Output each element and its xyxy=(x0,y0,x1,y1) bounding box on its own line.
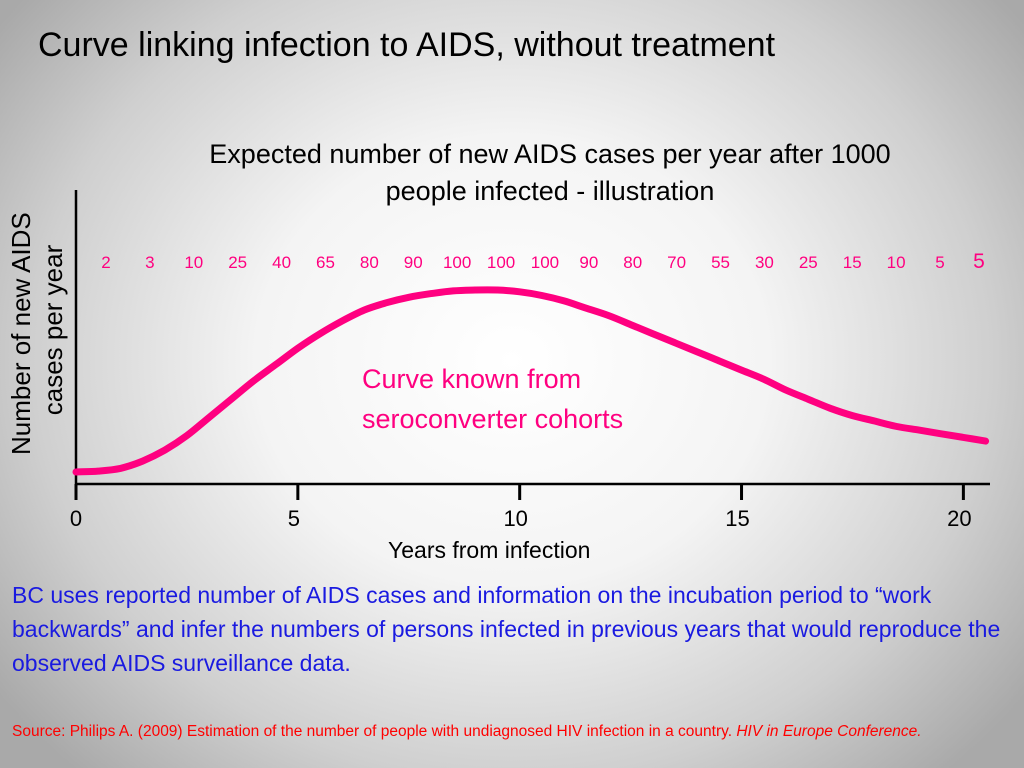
x-tick-label: 0 xyxy=(70,506,82,531)
year-value-label: 100 xyxy=(531,253,559,272)
x-tick-labels: 0 5 10 15 20 xyxy=(70,506,972,531)
year-value-label: 80 xyxy=(623,253,642,272)
year-value-label: 90 xyxy=(579,253,598,272)
source-text: Source: Philips A. (2009) Estimation of … xyxy=(12,723,737,740)
chart-title-line-1: Expected number of new AIDS cases per ye… xyxy=(209,139,891,169)
year-value-label: 15 xyxy=(843,253,862,272)
curve-annotation-line-1: Curve known from xyxy=(362,364,581,394)
y-axis-label: Number of new AIDS cases per year xyxy=(6,205,68,455)
year-value-label: 70 xyxy=(667,253,686,272)
year-value-label: 100 xyxy=(487,253,515,272)
year-value-label: 25 xyxy=(799,253,818,272)
year-value-label: 3 xyxy=(145,253,154,272)
x-axis-label: Years from infection xyxy=(388,537,590,563)
year-value-label: 10 xyxy=(184,253,203,272)
incidence-curve xyxy=(72,286,990,476)
x-tick-label: 15 xyxy=(725,506,749,531)
chart-axes xyxy=(74,190,990,486)
year-value-label: 10 xyxy=(887,253,906,272)
year-value-label: 90 xyxy=(404,253,423,272)
x-tick-label: 20 xyxy=(947,506,971,531)
year-value-label: 30 xyxy=(755,253,774,272)
year-value-label: 100 xyxy=(443,253,471,272)
curve-annotation-line-2: seroconverter cohorts xyxy=(362,404,623,434)
chart-title-line-2: people infected - illustration xyxy=(385,176,715,206)
x-ticks xyxy=(74,484,965,500)
year-value-label: 5 xyxy=(973,250,985,273)
year-value-label: 5 xyxy=(935,253,944,272)
x-tick-label: 5 xyxy=(288,506,300,531)
year-value-label: 55 xyxy=(711,253,730,272)
year-value-label: 65 xyxy=(316,253,335,272)
year-value-label: 80 xyxy=(360,253,379,272)
year-value-label: 25 xyxy=(228,253,247,272)
year-value-label: 2 xyxy=(101,253,110,272)
y-axis-label-line-2: cases per year xyxy=(38,244,68,415)
body-text: BC uses reported number of AIDS cases an… xyxy=(12,582,1001,676)
slide-title: Curve linking infection to AIDS, without… xyxy=(38,26,776,64)
y-axis-label-line-1: Number of new AIDS xyxy=(6,212,36,455)
year-value-labels: 2 3 10 25 40 65 80 90 100 100 100 90 80 70 55 30 25 15 10 5… xyxy=(101,250,985,273)
x-tick-label: 10 xyxy=(503,506,527,531)
year-value-label: 40 xyxy=(272,253,291,272)
source-conference: HIV in Europe Conference. xyxy=(736,723,922,740)
curve-annotation: Curve known from seroconverter cohorts xyxy=(362,364,623,434)
chart-title: Expected number of new AIDS cases per ye… xyxy=(100,136,1000,210)
source-citation: Source: Philips A. (2009) Estimation of … xyxy=(12,722,1012,742)
